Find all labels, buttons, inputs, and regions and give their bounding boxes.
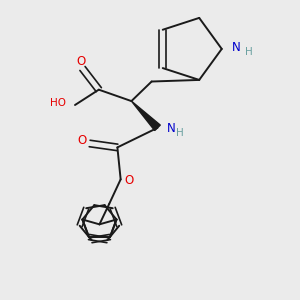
Text: O: O xyxy=(124,175,134,188)
Text: H: H xyxy=(244,46,252,56)
Text: O: O xyxy=(78,134,87,147)
Text: N: N xyxy=(232,41,241,54)
Text: O: O xyxy=(76,55,86,68)
Text: HO: HO xyxy=(50,98,66,108)
Text: H: H xyxy=(176,128,184,138)
Text: N: N xyxy=(167,122,176,135)
Polygon shape xyxy=(131,101,160,130)
